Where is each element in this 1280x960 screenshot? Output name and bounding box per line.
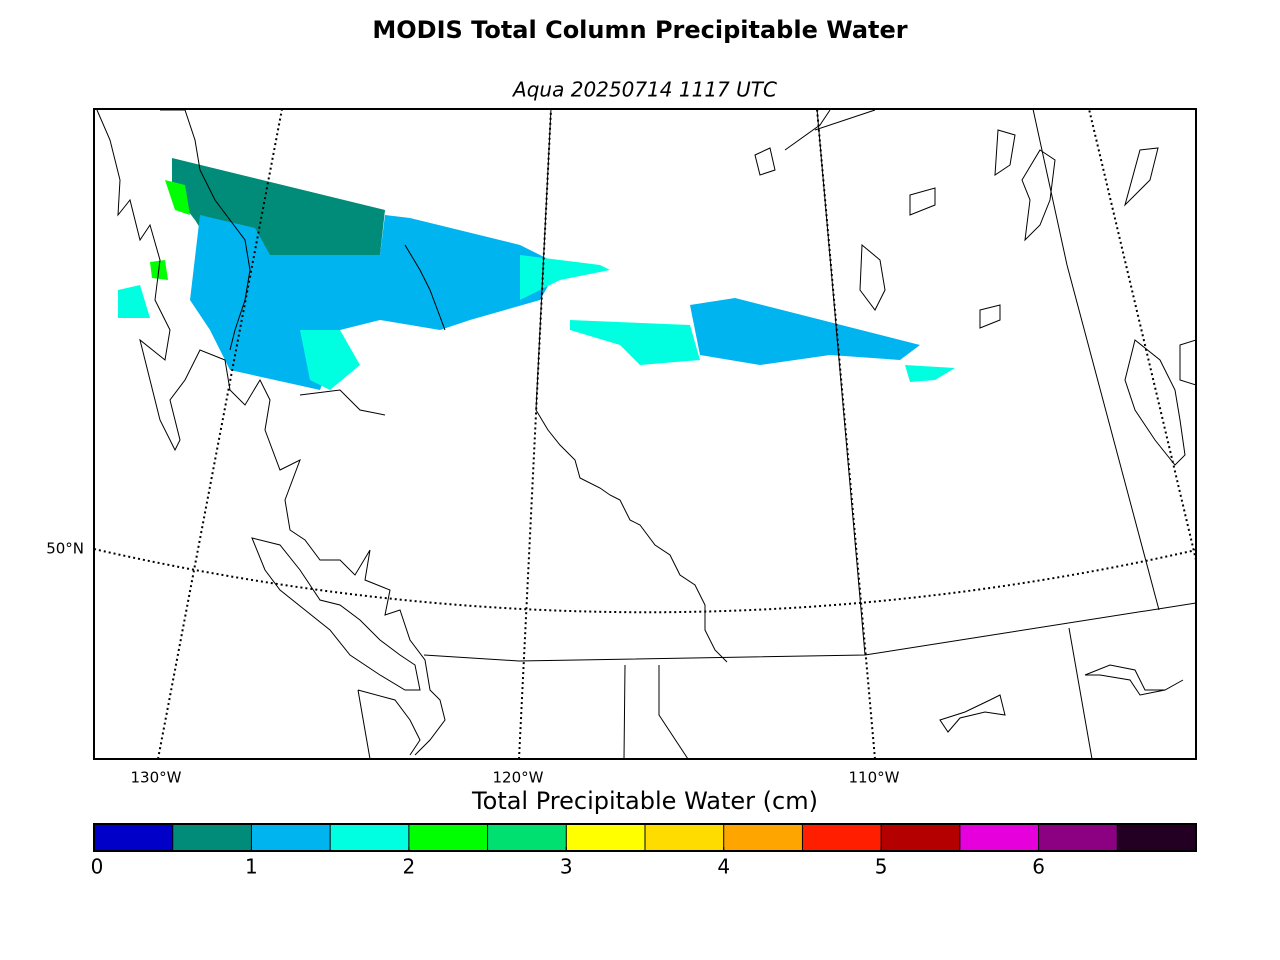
coastline bbox=[754, 109, 876, 176]
border bbox=[423, 602, 1196, 662]
colorbar-segment bbox=[330, 824, 409, 851]
coastline bbox=[1124, 339, 1196, 466]
colorbar-segment bbox=[881, 824, 960, 851]
colorbar-segment bbox=[959, 824, 1039, 851]
lat-label: 50°N bbox=[46, 540, 84, 558]
swath bbox=[690, 298, 920, 365]
lon-label: 130°W bbox=[131, 769, 182, 787]
parallel bbox=[94, 548, 1196, 614]
meridian bbox=[518, 109, 552, 759]
coastline bbox=[939, 664, 1184, 733]
coastline bbox=[859, 187, 1001, 329]
colorbar-segment bbox=[408, 824, 488, 851]
colorbar-tick-label: 6 bbox=[1032, 855, 1045, 879]
colorbar-segment bbox=[251, 824, 331, 851]
colorbar-label: Total Precipitable Water (cm) bbox=[471, 787, 818, 815]
colorbar-segment bbox=[1117, 824, 1196, 851]
colorbar-tick-label: 1 bbox=[245, 855, 258, 879]
border bbox=[1032, 109, 1160, 611]
colorbar-segment bbox=[94, 824, 173, 851]
coastline bbox=[994, 129, 1159, 242]
swath bbox=[570, 320, 700, 365]
coastline bbox=[357, 689, 421, 759]
coastline bbox=[96, 109, 446, 756]
border bbox=[623, 664, 689, 759]
meridian bbox=[1088, 109, 1196, 561]
border bbox=[535, 109, 728, 663]
swath bbox=[520, 255, 610, 300]
lon-label: 110°W bbox=[849, 769, 900, 787]
colorbar-segment bbox=[566, 824, 645, 851]
swath bbox=[190, 215, 560, 390]
colorbar-segment bbox=[487, 824, 567, 851]
colorbar-segment bbox=[1038, 824, 1118, 851]
map: 130°W 120°W 110°W 50°N bbox=[46, 108, 1197, 787]
colorbar: 0 1 2 3 4 5 6 bbox=[91, 823, 1197, 879]
coastline bbox=[251, 537, 421, 691]
colorbar-segment bbox=[802, 824, 882, 851]
border bbox=[816, 109, 866, 656]
meridian bbox=[157, 109, 283, 759]
colorbar-tick-label: 0 bbox=[91, 855, 104, 879]
colorbar-segment bbox=[172, 824, 252, 851]
subtitle: Aqua 20250714 1117 UTC bbox=[511, 78, 777, 102]
colorbar-segment bbox=[645, 824, 724, 851]
colorbar-frame bbox=[93, 823, 1197, 852]
colorbar-segment bbox=[723, 824, 803, 851]
colorbar-tick-label: 4 bbox=[717, 855, 730, 879]
colorbar-tick-label: 2 bbox=[402, 855, 415, 879]
swath bbox=[300, 330, 360, 390]
lon-label: 120°W bbox=[493, 769, 544, 787]
swath bbox=[905, 365, 955, 382]
border bbox=[1068, 627, 1093, 759]
coastline bbox=[299, 244, 446, 416]
colorbar-tick-label: 3 bbox=[560, 855, 573, 879]
coastline bbox=[160, 109, 251, 351]
title: MODIS Total Column Precipitable Water bbox=[372, 16, 907, 44]
map-frame bbox=[93, 108, 1197, 760]
colorbar-tick-label: 5 bbox=[875, 855, 888, 879]
swath bbox=[118, 285, 150, 318]
swath bbox=[165, 180, 190, 215]
